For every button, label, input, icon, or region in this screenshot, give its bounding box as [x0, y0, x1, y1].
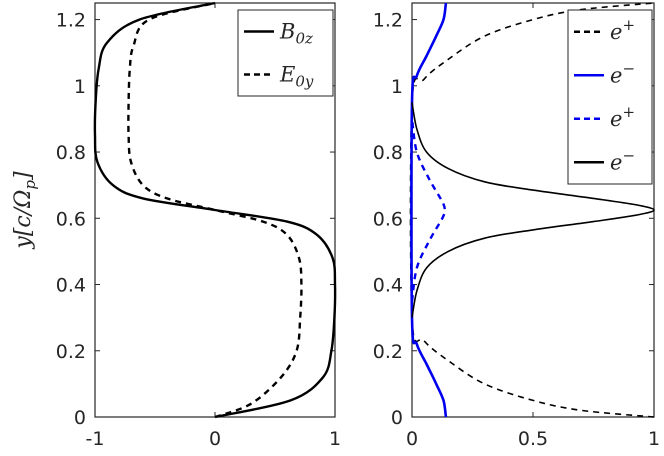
- y-tick-label: 1.2: [373, 10, 403, 32]
- left-series: [93, 1, 337, 419]
- series-line-1-3: [411, 102, 655, 318]
- y-tick-label: 0.4: [373, 275, 403, 297]
- legend-box: [567, 9, 653, 185]
- left-x-axis: -1 0 1: [86, 3, 341, 450]
- y-tick-label: 0: [391, 407, 403, 429]
- legend-label: E0y: [279, 63, 314, 91]
- right-panel: 00.20.40.60.811.2 0 0.5 1 e+e−e+e−: [373, 2, 660, 450]
- series-line-0-0: [93, 1, 337, 419]
- series-line-1-2: [410, 118, 446, 302]
- right-y-axis: 0 0.2 0.4 0.6 0.8 1 1.2: [373, 10, 654, 429]
- legend-box: [237, 9, 334, 97]
- y-tick-label: 0.8: [56, 142, 86, 164]
- x-tick-label: 1: [648, 428, 660, 450]
- y-tick-label: 1.2: [56, 10, 86, 32]
- x-tick-label: 0: [406, 428, 418, 450]
- legend-label: B0z: [279, 20, 313, 48]
- x-tick-label: 0.5: [518, 428, 548, 450]
- y-tick-label: 1: [74, 76, 86, 98]
- x-tick-label: 0: [209, 428, 221, 450]
- y-axis-label: y[c/Ωp]: [11, 171, 39, 250]
- series-line-1-1: [410, 2, 448, 418]
- y-tick-label: 0.6: [56, 208, 86, 230]
- x-tick-label: -1: [86, 428, 105, 450]
- x-tick-label: 1: [329, 428, 341, 450]
- legend-label: e+: [610, 16, 635, 44]
- y-tick-label: 0.4: [56, 275, 86, 297]
- right-legend: e+ e− e+ e−: [567, 9, 653, 185]
- left-legend: B0z E0y: [237, 9, 334, 97]
- right-x-axis: 0 0.5 1: [406, 3, 660, 450]
- legend-label: e+: [610, 103, 635, 131]
- y-tick-label: 0.8: [373, 142, 403, 164]
- y-tick-label: 1: [391, 76, 403, 98]
- right-series: [409, 2, 655, 418]
- y-tick-label: 0: [74, 407, 86, 429]
- y-tick-label: 0.2: [373, 341, 403, 363]
- y-tick-label: 0.2: [56, 341, 86, 363]
- legend-label: e−: [610, 146, 635, 174]
- legend-label: e−: [610, 59, 635, 87]
- y-tick-label: 0.6: [373, 208, 403, 230]
